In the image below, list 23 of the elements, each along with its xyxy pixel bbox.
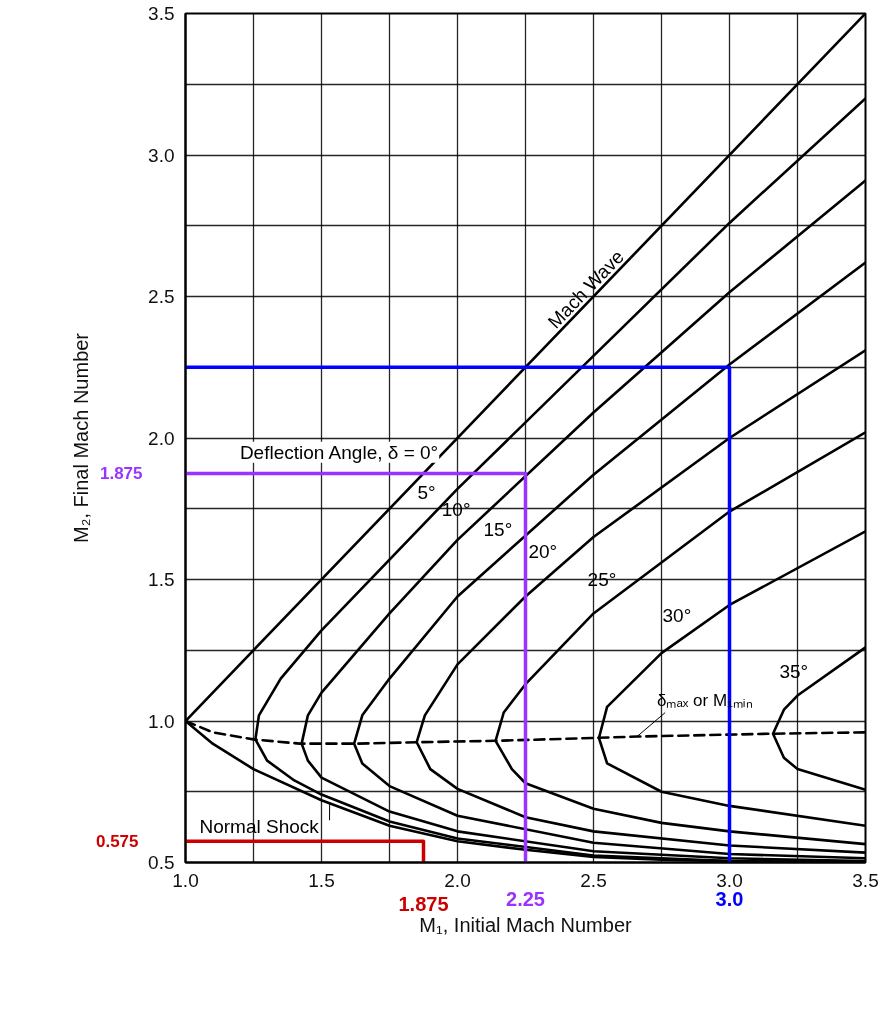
y-axis-title: M₂, Final Mach Number (69, 332, 92, 544)
x-tick-label: 1.5 (308, 869, 335, 891)
x-tick-label: 2.5 (580, 869, 607, 891)
series-label: 20° (528, 540, 558, 562)
annotation: 2.25 (506, 887, 545, 910)
y-tick-label: 1.5 (148, 569, 175, 590)
annotation: Deflection Angle, δ = 0° (239, 441, 439, 463)
annotation: 1.875 (99, 464, 143, 484)
x-axis-title: M₁, Initial Mach Number (419, 913, 633, 936)
y-tick-label: 2.0 (148, 427, 175, 449)
y-tick-label: 2.5 (148, 286, 175, 307)
x-tick-label: 3.5 (852, 869, 879, 891)
y-tick-label: 3.0 (148, 144, 175, 166)
series-label: 30° (662, 604, 692, 626)
series-label: 5° (417, 482, 436, 504)
annotation: 1.875 (398, 892, 449, 915)
y-tick-label: 0.5 (148, 852, 175, 873)
y-tick-label: 1.0 (148, 710, 175, 732)
annotation: 0.575 (95, 832, 139, 852)
series-label: 15° (483, 519, 513, 541)
x-tick-label: 1.0 (172, 869, 199, 891)
y-tick-label: 3.5 (148, 3, 175, 24)
x-tick-label: 2.0 (444, 869, 471, 891)
